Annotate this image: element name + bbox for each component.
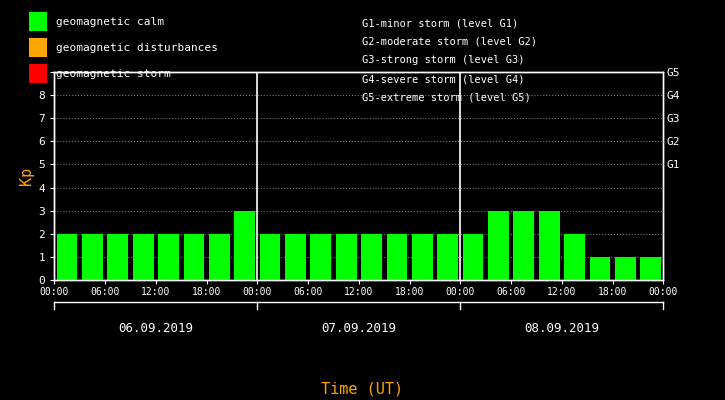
Bar [386,234,407,280]
Bar [107,234,128,280]
Text: G5-extreme storm (level G5): G5-extreme storm (level G5) [362,93,531,103]
Bar [589,257,610,280]
Text: 06.09.2019: 06.09.2019 [118,322,194,335]
Text: Time (UT): Time (UT) [321,381,404,396]
Bar [234,211,255,280]
Bar [488,211,509,280]
Text: G3-strong storm (level G3): G3-strong storm (level G3) [362,56,525,66]
Bar [82,234,103,280]
Bar [615,257,636,280]
Text: 08.09.2019: 08.09.2019 [524,322,600,335]
Text: 07.09.2019: 07.09.2019 [321,322,397,335]
Bar [412,234,433,280]
Text: G4-severe storm (level G4): G4-severe storm (level G4) [362,74,525,84]
Text: G2-moderate storm (level G2): G2-moderate storm (level G2) [362,37,537,47]
Bar [183,234,204,280]
Text: geomagnetic storm: geomagnetic storm [56,69,170,78]
Bar [463,234,484,280]
Bar [209,234,230,280]
Text: G1-minor storm (level G1): G1-minor storm (level G1) [362,18,519,28]
Text: geomagnetic calm: geomagnetic calm [56,17,164,26]
Bar [539,211,560,280]
Bar [564,234,585,280]
Bar [158,234,179,280]
Bar [133,234,154,280]
Bar [513,211,534,280]
Text: geomagnetic disturbances: geomagnetic disturbances [56,43,217,53]
Bar [310,234,331,280]
Bar [361,234,382,280]
Bar [437,234,458,280]
Y-axis label: Kp: Kp [20,167,34,185]
Bar [336,234,357,280]
Bar [640,257,661,280]
Bar [285,234,306,280]
Bar [260,234,281,280]
Bar [57,234,78,280]
